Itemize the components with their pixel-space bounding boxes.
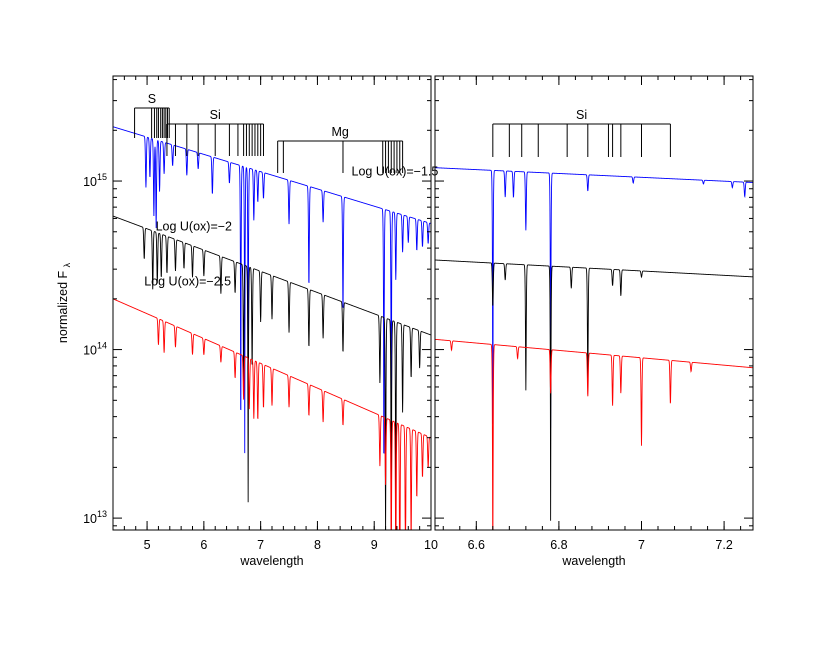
series-annotation: Log U(ox)=−1.5 [352,164,439,178]
left-series-line-1 [113,215,431,530]
series-annotation: Log U(ox)=−2.5 [144,274,231,288]
left-x-axis-label: wavelength [239,554,303,568]
series-annotation: Log U(ox)=−2 [156,219,232,233]
right-plot-frame [434,75,754,531]
left-series-line-2 [113,298,431,530]
right-x-tick-label: 6.6 [468,538,485,552]
right-x-axis-label: wavelength [561,554,625,568]
right-series-line-1 [435,259,753,521]
left-x-tick-label: 8 [314,538,321,552]
y-tick-label: 1014 [83,341,107,358]
left-line-group-label: Si [210,108,221,122]
left-x-tick-label: 6 [200,538,207,552]
right-x-tick-label: 7.2 [715,538,732,552]
left-line-group-label: S [148,92,156,106]
left-x-tick-label: 5 [144,538,151,552]
right-series-line-0 [435,167,753,428]
left-line-group-label: Mg [331,125,348,139]
y-tick-label: 1015 [83,172,107,189]
right-x-tick-label: 6.8 [550,538,567,552]
right-line-group-label: Si [576,108,587,122]
left-x-tick-label: 7 [257,538,264,552]
y-tick-label: 1013 [83,509,107,526]
left-series-line-0 [113,126,431,454]
left-x-tick-label: 10 [424,538,438,552]
right-series-line-2 [435,338,753,530]
left-x-tick-label: 9 [371,538,378,552]
right-x-tick-label: 7 [638,538,645,552]
y-axis-label: normalized F λ [56,262,72,343]
